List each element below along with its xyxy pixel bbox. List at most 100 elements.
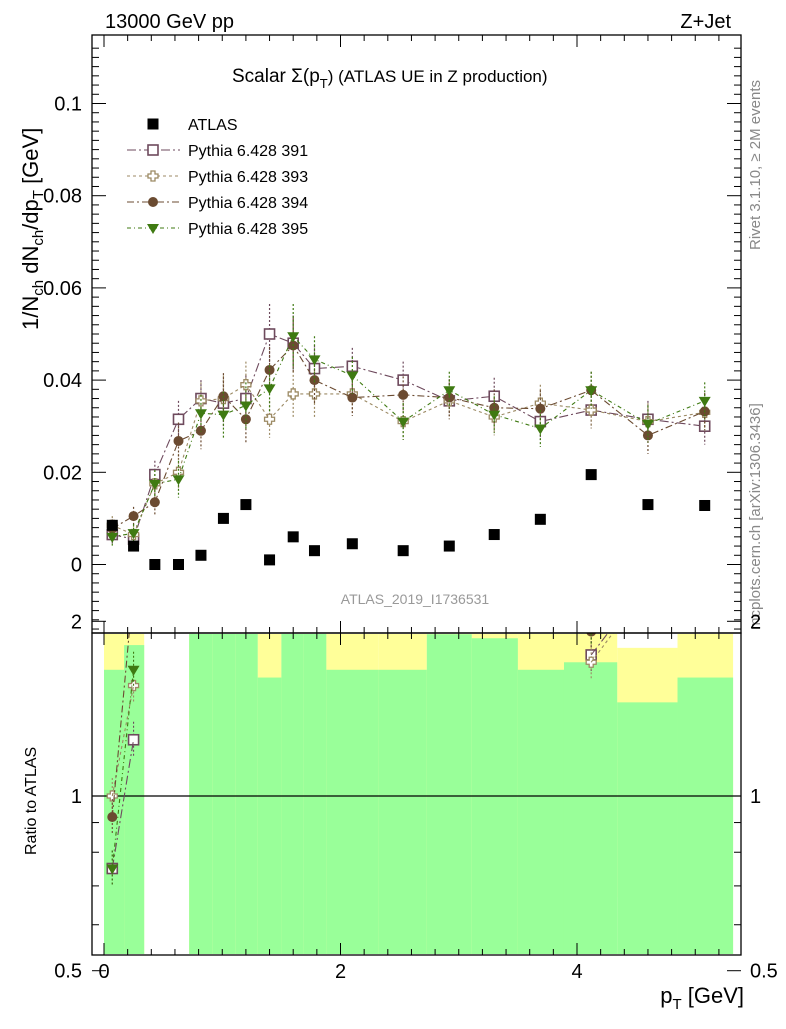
green-band: [257, 677, 282, 954]
data-point-atlas: [488, 529, 500, 541]
header-collision: 13000 GeV pp: [105, 11, 234, 33]
data-point-pythia-6-428-395: [194, 409, 207, 420]
series-line-pythia-6-428-395: [112, 335, 705, 538]
y-tick-label: 0.04: [43, 370, 82, 392]
data-point-pythia-6-428-394: [309, 375, 320, 386]
x-tick-label: 0: [98, 961, 109, 983]
data-point-atlas: [172, 559, 184, 570]
green-band: [235, 634, 258, 954]
ratio-tick-label-right: 0.5: [750, 961, 778, 983]
green-band: [426, 634, 472, 954]
data-point-pythia-6-428-394: [347, 392, 358, 403]
data-point-atlas: [642, 499, 654, 511]
series-line-pythia-6-428-391: [112, 333, 705, 540]
green-band: [212, 634, 236, 954]
data-point-pythia-6-428-393: [287, 388, 299, 400]
ratio-point-pythia-6-428-391: [643, 576, 653, 586]
data-point-pythia-6-428-395: [488, 410, 501, 421]
data-point-pythia-6-428-395: [217, 410, 230, 421]
green-band: [326, 669, 379, 954]
y-tick-label: 0.1: [54, 94, 82, 116]
data-point-pythia-6-428-394: [128, 511, 139, 522]
data-point-atlas: [149, 559, 161, 570]
data-point-pythia-6-428-395: [346, 371, 359, 382]
data-point-pythia-6-428-394: [173, 435, 184, 446]
data-point-atlas: [534, 513, 546, 525]
y-tick-label: 0.02: [43, 462, 82, 484]
data-point-pythia-6-428-395: [641, 419, 654, 430]
ratio-line-pythia-6-428-394: [591, 609, 648, 632]
data-point-atlas: [106, 519, 118, 531]
ratio-line-pythia-6-428-394: [111, 633, 130, 818]
main-plot-marks: [106, 304, 711, 570]
ratio-point-pythia-6-428-395: [642, 582, 654, 592]
data-point-pythia-6-428-395: [106, 532, 119, 543]
data-point-pythia-6-428-394: [535, 403, 546, 414]
data-point-atlas: [397, 545, 409, 557]
analysis-watermark: ATLAS_2019_I1736531: [341, 591, 490, 607]
data-point-pythia-6-428-395: [172, 475, 185, 486]
legend-label-pythia-6-428-394: Pythia 6.428 394: [188, 195, 308, 212]
green-band: [617, 702, 678, 954]
data-point-atlas: [346, 538, 358, 550]
legend-marker-pythia-6-428-391: [147, 144, 159, 156]
green-band: [281, 634, 304, 954]
data-point-atlas: [128, 540, 140, 552]
data-point-atlas: [585, 469, 597, 481]
data-point-pythia-6-428-393: [240, 379, 252, 391]
chart-title: Scalar Σ(pT) (ATLAS UE in Z production): [232, 66, 548, 91]
ratio-tick-label-right: 1: [750, 786, 761, 808]
x-axis-label: pT [GeV]: [660, 983, 744, 1013]
data-point-pythia-6-428-395: [308, 355, 321, 366]
legend-label-pythia-6-428-393: Pythia 6.428 393: [188, 169, 308, 186]
data-point-pythia-6-428-395: [239, 401, 252, 412]
series-line-pythia-6-428-393: [112, 383, 705, 536]
data-point-atlas: [240, 499, 252, 511]
green-band: [189, 634, 213, 954]
data-point-pythia-6-428-394: [149, 497, 160, 508]
legend-marker-pythia-6-428-395: [147, 224, 159, 234]
ratio-tick-label-left: 2: [71, 611, 82, 633]
ratio-uncertainty-bands: [104, 634, 734, 954]
data-point-atlas: [287, 531, 299, 543]
ratio-line-pythia-6-428-393: [111, 685, 135, 797]
ratio-point-pythia-6-428-395: [590, 633, 592, 634]
data-point-pythia-6-428-395: [263, 384, 276, 395]
ratio-tick-label-left: 1: [71, 786, 82, 808]
green-band: [563, 662, 618, 954]
rivet-label: Rivet 3.1.10, ≥ 2M events: [747, 80, 764, 250]
x-tick-label: 4: [571, 961, 582, 983]
chart-marks: [92, 304, 741, 887]
legend-marker-pythia-6-428-393: [147, 170, 159, 182]
header-process: Z+Jet: [680, 11, 731, 33]
ratio-point-pythia-6-428-391: [700, 592, 710, 602]
ratio-point-pythia-6-428-391: [127, 733, 140, 746]
data-point-atlas: [217, 512, 229, 524]
green-band: [677, 677, 734, 954]
data-point-pythia-6-428-395: [534, 424, 547, 435]
x-tick-label: 2: [335, 961, 346, 983]
ratio-tick-label-left: 0.5: [54, 961, 82, 983]
green-band: [303, 634, 327, 954]
ratio-point-pythia-6-428-395: [106, 864, 119, 875]
ratio-line-pythia-6-428-391: [111, 739, 135, 869]
legend-label-pythia-6-428-395: Pythia 6.428 395: [188, 221, 308, 238]
ratio-y-axis-label: Ratio to ATLAS: [23, 747, 40, 855]
ratio-point-pythia-6-428-394: [241, 584, 251, 594]
ratio-tick-label-right: 2: [750, 611, 761, 633]
legend-label-atlas: ATLAS: [188, 117, 238, 134]
y-tick-label: 0.08: [43, 186, 82, 208]
data-point-pythia-6-428-395: [148, 479, 161, 490]
ratio-point-pythia-6-428-394: [129, 581, 139, 591]
ratio-plot-frame: [91, 632, 742, 956]
y-tick-label: 0.06: [43, 278, 82, 300]
ratio-point-pythia-6-428-394: [643, 604, 653, 614]
data-point-pythia-6-428-393: [585, 404, 597, 416]
data-point-pythia-6-428-394: [489, 402, 500, 413]
data-point-atlas: [195, 549, 207, 561]
data-point-atlas: [308, 545, 320, 557]
mcplots-label: mcplots.cern.ch [arXiv:1306.3436]: [747, 403, 764, 630]
data-point-pythia-6-428-391: [263, 328, 276, 340]
data-point-atlas: [264, 554, 276, 566]
data-point-pythia-6-428-395: [287, 332, 300, 343]
